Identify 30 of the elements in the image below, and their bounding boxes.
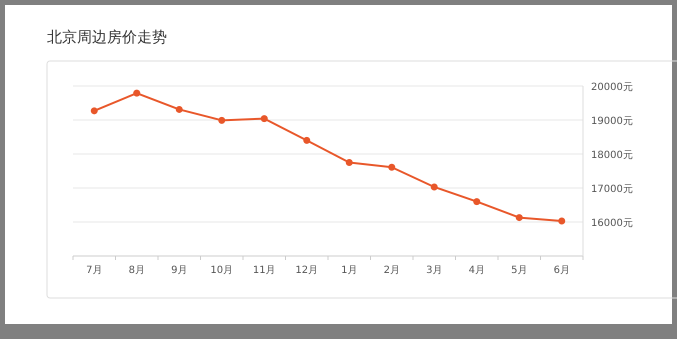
x-tick-label: 1月 <box>341 265 358 276</box>
chart-title: 北京周边房价走势 <box>47 28 167 46</box>
x-tick-label: 7月 <box>86 265 102 276</box>
x-tick-label: 8月 <box>128 265 145 276</box>
x-tick-label: 2月 <box>384 265 400 276</box>
point <box>473 198 480 206</box>
point <box>260 115 268 122</box>
x-tick-label: 6月 <box>554 265 570 276</box>
point <box>90 107 98 114</box>
point <box>218 116 226 124</box>
x-tick-label: 10月 <box>210 265 234 276</box>
x-tick-label: 4月 <box>468 265 485 276</box>
y-tick-label: 20000元 <box>591 82 633 93</box>
x-tick-label: 5月 <box>511 265 528 276</box>
x-tick-label: 3月 <box>426 265 442 276</box>
y-tick-label: 17000元 <box>591 184 633 195</box>
point <box>346 159 353 166</box>
point <box>558 217 566 224</box>
point <box>133 90 140 97</box>
point <box>516 214 523 222</box>
point <box>176 106 183 113</box>
y-tick-label: 18000元 <box>591 150 633 161</box>
y-tick-label: 19000元 <box>591 116 633 127</box>
x-tick-label: 12月 <box>295 265 318 276</box>
point <box>430 183 438 190</box>
x-tick-label: 11月 <box>252 265 276 276</box>
point <box>388 164 396 171</box>
y-tick-label: 16000元 <box>591 218 633 229</box>
point <box>303 136 310 144</box>
x-tick-label: 9月 <box>171 265 188 276</box>
